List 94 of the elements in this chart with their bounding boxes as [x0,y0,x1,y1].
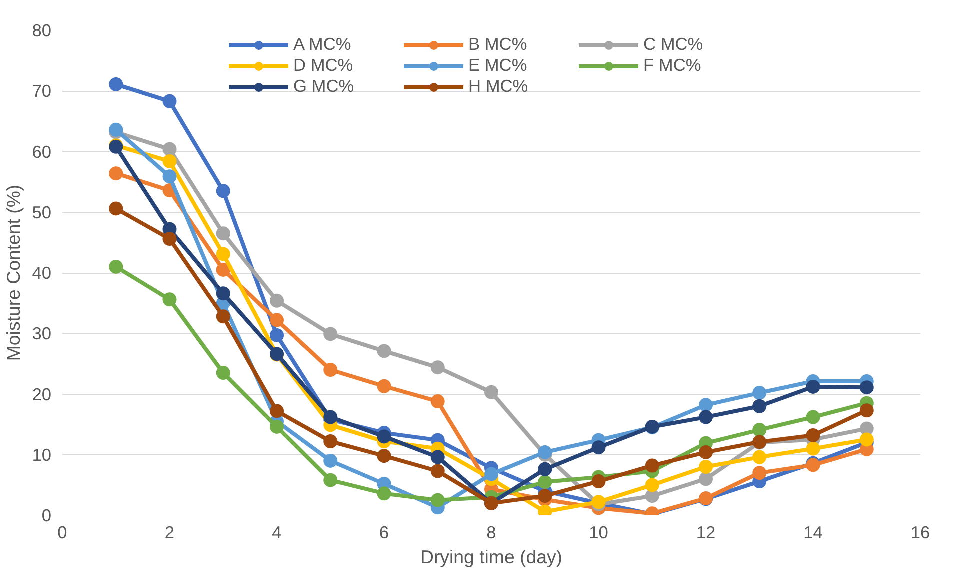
x-axis-title: Drying time (day) [420,546,563,568]
legend-label: D MC% [294,55,354,76]
point [109,202,124,216]
point [377,430,392,444]
point [109,122,124,137]
y-tick-label: 0 [42,506,52,526]
point [216,366,230,380]
point [430,360,445,375]
point [109,77,124,92]
point [860,432,874,447]
point [752,423,767,438]
point [162,142,177,156]
point [538,462,552,476]
point [538,489,552,504]
x-tick-label: 2 [164,522,175,542]
legend-label: C MC% [644,34,704,55]
point [216,226,230,241]
point [699,460,713,474]
point [806,442,820,456]
point [324,454,338,468]
point [377,449,392,464]
point [377,379,392,394]
point [592,440,606,455]
y-tick-label: 40 [32,263,52,283]
point [216,262,230,277]
x-tick-label: 14 [804,522,824,542]
point [699,410,713,424]
point [645,458,660,473]
point [162,170,177,184]
point [645,478,660,492]
point [752,466,767,480]
point [216,310,230,324]
x-tick-label: 8 [486,522,496,542]
point [216,247,230,262]
point [699,445,713,460]
y-axis-title: Moisture Content (%) [3,184,24,362]
point [860,404,874,418]
legend-label: E MC% [468,55,528,76]
x-tick-label: 16 [910,522,930,542]
point [860,380,874,395]
point [430,450,445,464]
y-tick-label: 60 [32,142,52,162]
legend-label: H MC% [468,76,530,97]
point [324,410,338,424]
point [430,394,445,409]
y-tick-label: 20 [32,384,52,404]
point [377,344,392,358]
point [806,428,820,442]
point [484,467,498,482]
x-tick-label: 10 [589,522,608,542]
point [592,474,606,489]
point [699,472,713,486]
point [162,232,177,246]
point [216,184,230,198]
point [806,410,820,424]
point [162,292,177,307]
point [752,386,767,400]
point [109,260,124,274]
point [806,380,820,394]
y-tick-label: 10 [32,444,52,465]
point [270,420,284,434]
x-tick-label: 6 [379,522,390,542]
point [430,464,445,478]
point [430,493,445,508]
point [162,94,177,108]
point [538,475,552,490]
legend-label: F MC% [644,55,702,76]
legend-label: A MC% [294,34,352,55]
point [270,294,284,308]
point [538,445,552,460]
point [162,154,177,168]
y-tick-label: 30 [32,324,52,344]
y-tick-label: 70 [32,81,52,102]
point [752,399,767,414]
point [324,434,338,449]
point [270,313,284,328]
x-tick-label: 0 [58,522,68,542]
point [324,363,338,377]
point [216,286,230,301]
x-tick-label: 12 [696,522,716,542]
legend-label: G MC% [294,76,356,97]
x-tick-label: 4 [272,522,282,542]
point [109,166,124,181]
point [752,450,767,464]
y-tick-label: 80 [32,20,52,40]
point [484,385,498,400]
point [270,328,284,342]
y-tick-label: 50 [32,202,52,222]
point [324,473,338,488]
legend-label: B MC% [468,34,528,55]
point [699,398,713,412]
point [270,404,284,418]
point [324,327,338,342]
point [377,486,392,501]
